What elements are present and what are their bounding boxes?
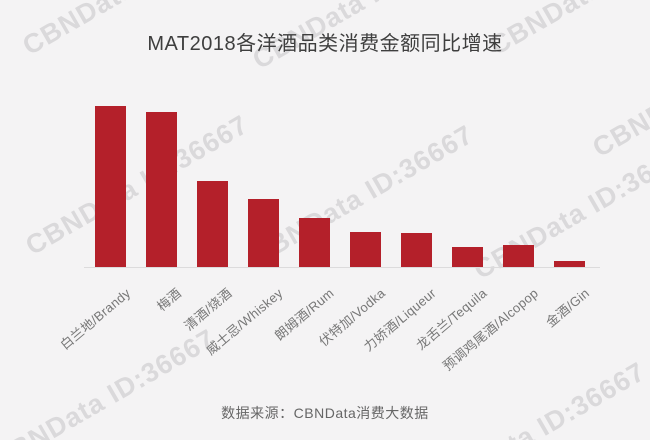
watermark-text: CBNData ID:36667: [0, 329, 8, 440]
bar-6: [401, 233, 432, 267]
bar-5: [350, 232, 381, 267]
x-axis-label-9: 金酒/Gin: [542, 285, 593, 330]
bar-0: [95, 106, 126, 267]
chart-title: MAT2018各洋酒品类消费金额同比增速: [147, 33, 503, 55]
bar-1: [146, 112, 177, 267]
x-axis-label-0: 白兰地/Brandy: [56, 285, 134, 353]
bar-2: [197, 181, 228, 267]
x-axis-label-1: 梅酒: [154, 285, 185, 314]
bar-9: [554, 261, 585, 267]
data-source-note: 数据来源：CBNData消费大数据: [221, 405, 429, 421]
bar-3: [248, 199, 279, 267]
bar-7: [452, 247, 483, 267]
bar-4: [299, 218, 330, 267]
x-axis-line: [84, 267, 600, 268]
bar-8: [503, 245, 534, 267]
